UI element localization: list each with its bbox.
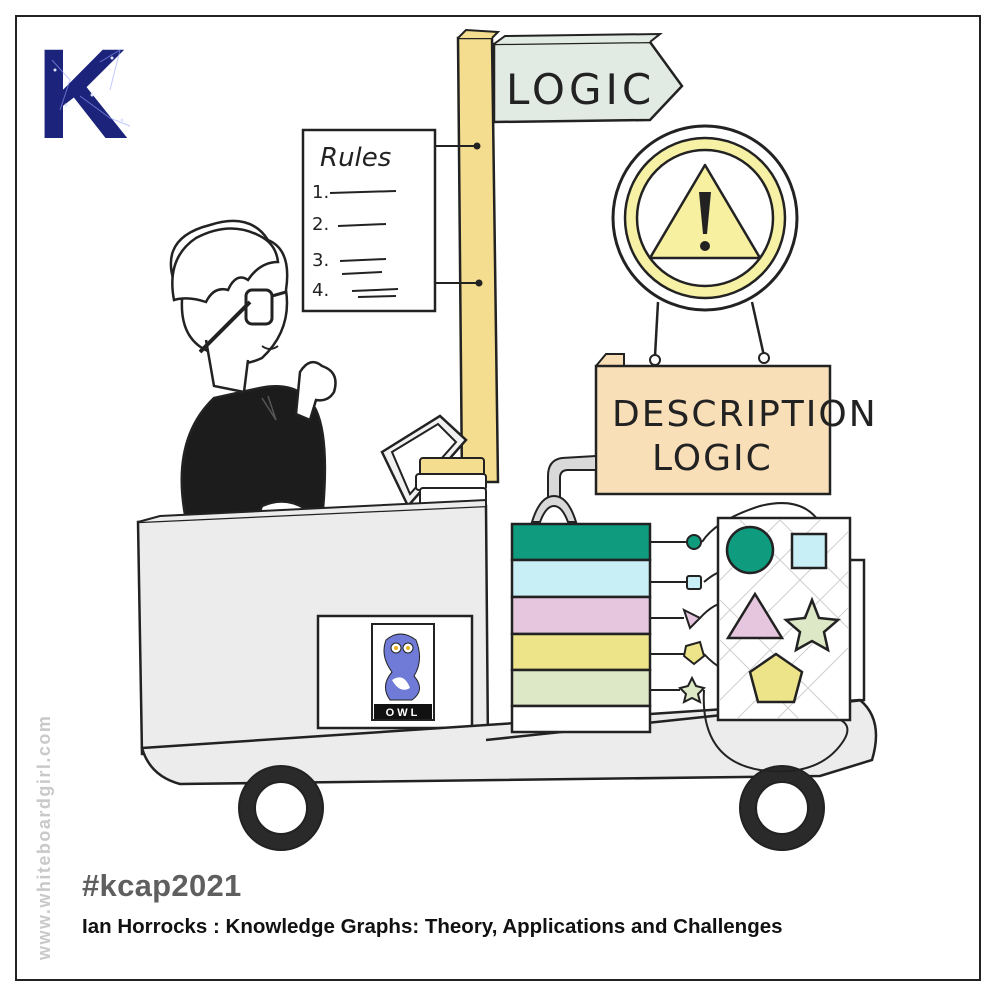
rules-title: Rules xyxy=(320,143,391,173)
small-shapes xyxy=(678,534,706,704)
cart xyxy=(140,558,878,851)
connector-pipe xyxy=(530,454,597,523)
owl-label: OWL xyxy=(386,707,421,719)
stack-layer xyxy=(510,632,652,672)
description-logic-sign: DESCRIPTION LOGIC xyxy=(594,353,878,496)
data-stack xyxy=(510,522,652,734)
signpost-pole xyxy=(456,28,501,484)
stack-layer xyxy=(510,558,652,599)
logo-letter: K xyxy=(36,23,128,166)
rule-number: 1. xyxy=(312,182,329,203)
stack-layer xyxy=(510,595,652,636)
shapes-board xyxy=(716,516,852,722)
person xyxy=(169,219,337,534)
logic-signpost: LOGIC xyxy=(492,32,684,124)
k-logo: K xyxy=(36,23,146,166)
pentagon-shape xyxy=(748,652,804,704)
rule-number: 4. xyxy=(312,280,329,301)
warning-sign xyxy=(611,124,799,366)
stack-layer xyxy=(510,704,652,734)
rule-number: 2. xyxy=(312,214,329,235)
stack-layer xyxy=(510,668,652,708)
talk-title: Ian Horrocks : Knowledge Graphs: Theory,… xyxy=(82,915,783,938)
owl-card: OWL xyxy=(316,614,474,730)
hashtag: #kcap2021 xyxy=(82,868,242,903)
description-label: DESCRIPTION xyxy=(612,394,878,435)
wheel-right xyxy=(739,765,825,851)
triangle-shape xyxy=(725,591,785,640)
square-shape xyxy=(790,532,828,570)
signpost-label: LOGIC xyxy=(506,65,655,114)
stack-layer xyxy=(510,522,652,562)
star-shape xyxy=(782,596,842,653)
owl-icon xyxy=(383,633,420,701)
rules-sheet: Rules 1. 2. 3. 4. xyxy=(301,128,483,313)
rule-number: 3. xyxy=(312,250,329,271)
book-stack xyxy=(415,457,487,507)
wheel-left xyxy=(238,765,324,851)
circle-shape xyxy=(725,525,775,575)
logic-label: LOGIC xyxy=(652,438,773,479)
watermark: www.whiteboardgirl.com xyxy=(34,714,54,960)
